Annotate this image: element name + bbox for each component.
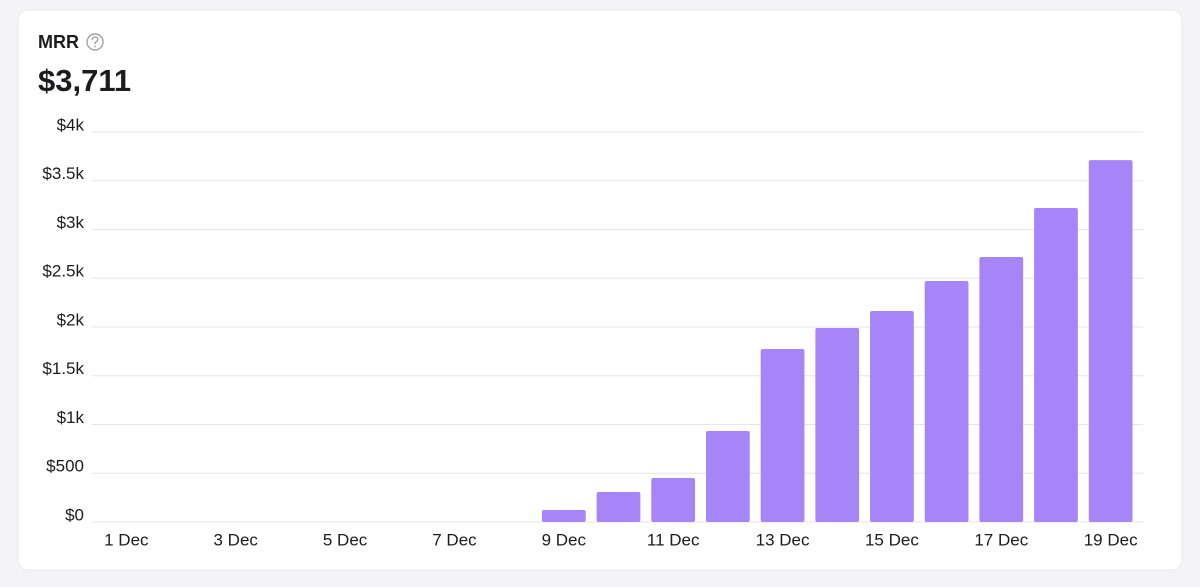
y-tick-label: $3.5k — [42, 164, 84, 183]
bar — [596, 491, 641, 522]
x-tick-label: 17 Dec — [974, 530, 1028, 549]
y-tick-label: $1k — [57, 408, 85, 427]
x-tick-label: 1 Dec — [104, 530, 149, 549]
headline-value: $3,711 — [38, 63, 131, 98]
bar — [1088, 160, 1133, 523]
bar — [979, 256, 1024, 522]
x-tick-label: 15 Dec — [865, 530, 919, 549]
y-tick-label: $4k — [57, 115, 85, 134]
bar — [651, 478, 696, 522]
x-tick-label: 13 Dec — [756, 530, 810, 549]
bar — [870, 311, 914, 522]
x-tick-label: 7 Dec — [432, 530, 477, 549]
y-tick-label: $0 — [65, 505, 84, 524]
x-tick-label: 9 Dec — [542, 530, 587, 549]
bar — [705, 431, 750, 522]
bar — [1034, 207, 1078, 522]
x-tick-label: 19 Dec — [1084, 530, 1138, 549]
y-tick-label: $1.5k — [42, 359, 84, 378]
help-icon[interactable] — [86, 33, 104, 51]
x-tick-label: 5 Dec — [323, 530, 368, 549]
bar — [924, 280, 969, 522]
x-tick-label: 11 Dec — [647, 530, 700, 549]
y-tick-label: $2k — [57, 310, 85, 329]
bar — [760, 349, 805, 522]
y-tick-label: $500 — [46, 457, 84, 476]
y-tick-label: $3k — [57, 213, 85, 232]
x-tick-label: 3 Dec — [213, 530, 258, 549]
y-tick-label: $2.5k — [42, 262, 84, 281]
bar — [815, 327, 860, 522]
chart-title: MRR — [38, 32, 79, 52]
bar — [541, 510, 586, 522]
